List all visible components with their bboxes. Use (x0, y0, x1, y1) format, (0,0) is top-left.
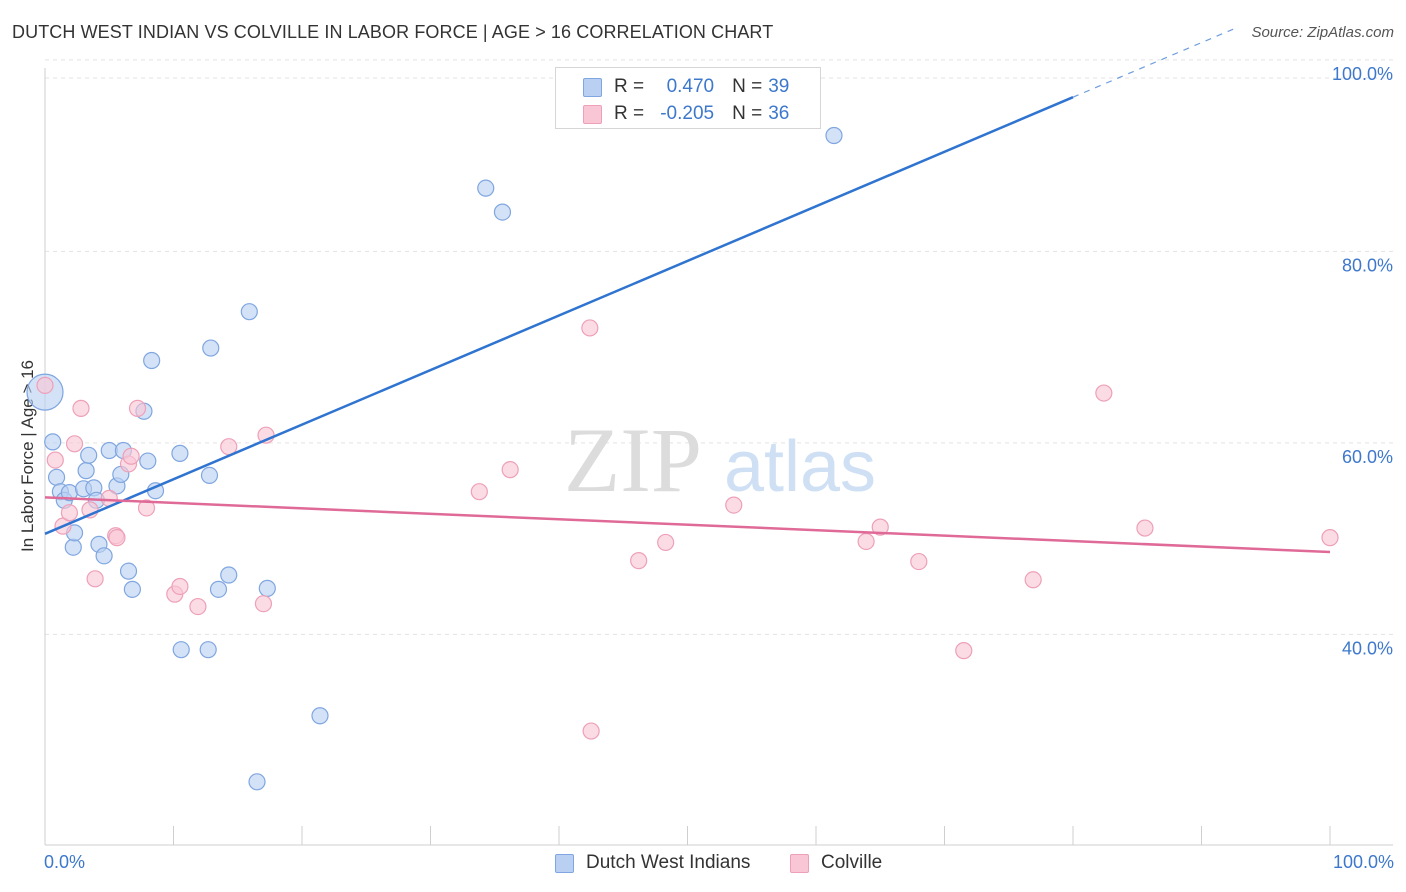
pink-swatch-icon (790, 853, 809, 873)
point-dutch-west-indians (119, 562, 138, 580)
point-colville (189, 597, 207, 616)
y-tick-label: 40.0% (1342, 638, 1393, 658)
trend-layer (44, 28, 1331, 554)
point-dutch-west-indians (311, 707, 329, 725)
chart-title: DUTCH WEST INDIAN VS COLVILLE IN LABOR F… (12, 22, 774, 42)
correlation-legend: R = 0.470 N = 39 R = -0.205 N = 36 (555, 67, 821, 129)
n-label: N = (732, 76, 763, 97)
point-colville (1136, 519, 1154, 537)
r-value-pink: -0.205 (660, 103, 715, 124)
axis-layer (44, 68, 1393, 846)
point-dutch-west-indians (143, 351, 161, 370)
point-dutch-west-indians (139, 452, 157, 470)
point-dutch-west-indians (200, 466, 219, 485)
r-label: R = (614, 103, 645, 124)
point-colville (72, 399, 90, 417)
y-tick-label: 60.0% (1342, 447, 1393, 467)
point-dutch-west-indians (77, 462, 95, 480)
watermark-zip: ZIP (564, 409, 702, 511)
point-colville (725, 496, 743, 514)
point-colville (137, 499, 156, 517)
point-colville (254, 595, 273, 613)
point-dutch-west-indians (199, 641, 217, 659)
point-dutch-west-indians (248, 773, 266, 791)
r-label: R = (614, 76, 645, 97)
point-colville (630, 552, 648, 570)
point-colville (36, 376, 54, 394)
point-colville (60, 504, 79, 522)
point-dutch-west-indians (209, 580, 228, 598)
y-tick-label: 100.0% (1332, 64, 1393, 84)
point-colville (582, 722, 600, 740)
point-dutch-west-indians (477, 179, 495, 197)
blue-swatch-icon (555, 853, 574, 873)
point-colville (910, 552, 928, 571)
point-colville (955, 642, 973, 660)
series-legend: Dutch West Indians Colville (0, 852, 1406, 878)
grid-layer (45, 59, 1393, 635)
trend-line-dutch-west-indians-extension (1072, 28, 1234, 98)
point-dutch-west-indians (80, 446, 98, 464)
point-colville (65, 435, 84, 453)
legend-item-colville: Colville (790, 852, 882, 874)
blue-swatch-icon (583, 77, 602, 97)
point-colville (1321, 529, 1339, 547)
n-value-pink: 36 (768, 103, 790, 124)
point-dutch-west-indians (493, 203, 512, 221)
legend-row-blue: R = 0.470 N = 39 (556, 73, 789, 101)
legend-row-pink: R = -0.205 N = 36 (556, 100, 789, 128)
point-dutch-west-indians (202, 339, 220, 357)
legend-item-dutch-west-indians: Dutch West Indians (555, 852, 750, 874)
watermark-atlas: atlas (724, 427, 876, 507)
source-label: Source: ZipAtlas.com (1251, 24, 1394, 41)
point-dutch-west-indians (123, 580, 141, 598)
r-value-blue: 0.470 (666, 76, 715, 97)
point-dutch-west-indians (825, 126, 843, 145)
n-label: N = (732, 103, 763, 124)
y-tick-label: 80.0% (1342, 255, 1393, 275)
point-colville (1024, 571, 1042, 589)
point-colville (171, 577, 189, 596)
point-dutch-west-indians (171, 444, 189, 462)
x-tick-label-min: 0.0% (44, 852, 86, 872)
point-dutch-west-indians (220, 566, 238, 584)
points-layer (26, 126, 1339, 791)
point-colville (122, 447, 140, 465)
point-dutch-west-indians (95, 547, 113, 565)
point-colville (657, 533, 675, 552)
point-colville (1095, 384, 1113, 402)
point-colville (108, 529, 126, 547)
point-dutch-west-indians (172, 641, 190, 659)
y-tick-labels: 40.0% 60.0% 80.0% 100.0% (1332, 64, 1393, 658)
point-dutch-west-indians (64, 538, 82, 556)
point-dutch-west-indians (240, 303, 258, 321)
legend-label-dutch-west-indians: Dutch West Indians (586, 852, 751, 873)
trend-line-colville (44, 496, 1331, 554)
point-dutch-west-indians (44, 433, 62, 451)
pink-swatch-icon (583, 104, 602, 124)
point-dutch-west-indians (47, 468, 66, 486)
point-colville (86, 570, 104, 588)
point-colville (871, 518, 889, 536)
n-value-blue: 39 (768, 76, 790, 97)
point-colville (581, 319, 599, 337)
point-colville (46, 451, 64, 469)
point-colville (128, 399, 147, 417)
trend-line-dutch-west-indians (44, 96, 1074, 535)
legend-label-colville: Colville (821, 852, 883, 873)
x-tick-label-max: 100.0% (1332, 852, 1394, 872)
point-colville (501, 461, 519, 479)
point-colville (857, 532, 875, 551)
point-dutch-west-indians (258, 579, 276, 597)
point-colville (470, 483, 488, 501)
